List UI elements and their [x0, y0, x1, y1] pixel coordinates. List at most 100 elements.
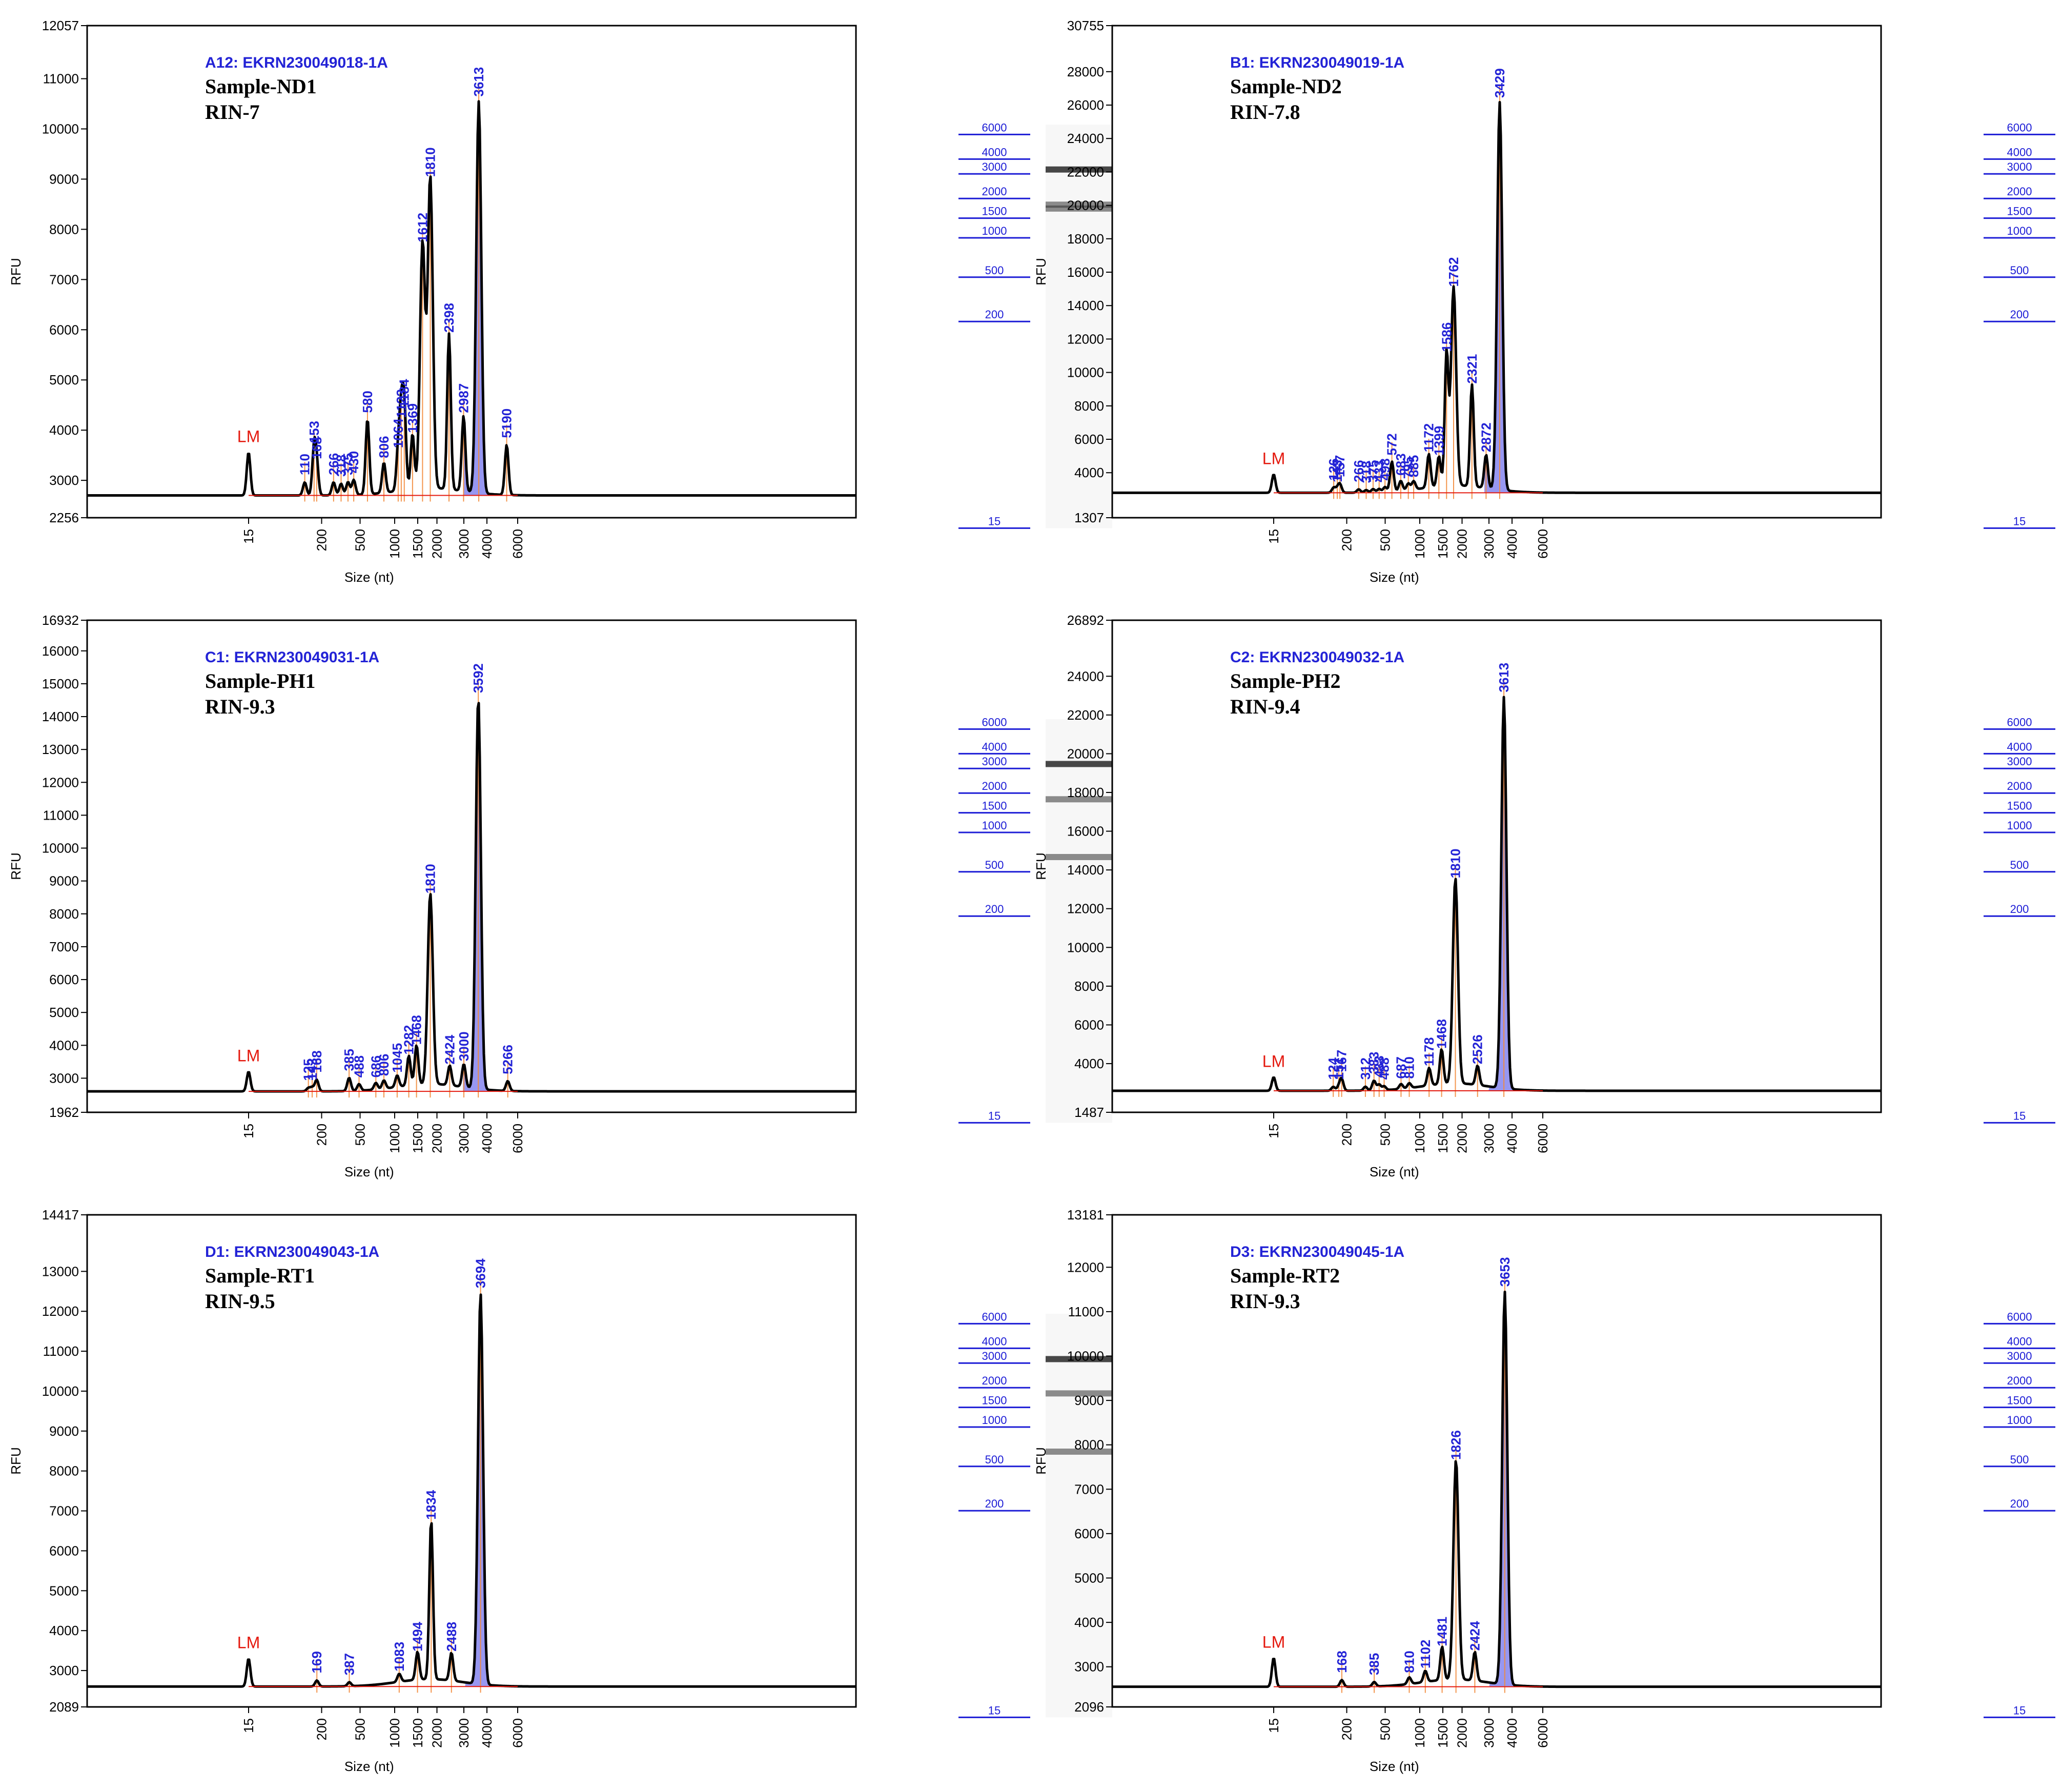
y-tick-label: 7000: [49, 1503, 79, 1519]
peak-label: 1064: [391, 418, 406, 448]
y-tick-label: 6000: [1074, 1017, 1104, 1032]
y-axis-label: RFU: [8, 258, 24, 285]
ladder-label: 4000: [2007, 740, 2032, 753]
y-tick-label: 2256: [49, 510, 79, 525]
ladder-label: 3000: [982, 1350, 1007, 1362]
peak-label: 810: [1401, 1056, 1417, 1078]
ladder-label: 200: [985, 1497, 1004, 1510]
x-tick-label: 6000: [1535, 1124, 1550, 1153]
ladder-label: 1500: [982, 800, 1007, 812]
peak-label: 2424: [442, 1034, 457, 1064]
ladder-label: 500: [985, 264, 1004, 277]
sample-name: Sample-ND1: [205, 75, 317, 98]
ladder-label: 15: [988, 515, 1001, 527]
x-tick-label: 4000: [1504, 1124, 1520, 1153]
y-axis-label: RFU: [8, 852, 24, 880]
x-tick-label: 4000: [1504, 529, 1520, 559]
well-id: D3: EKRN230049045-1A: [1230, 1244, 1404, 1260]
peak-label: 580: [360, 391, 375, 413]
y-tick-label: 26892: [1067, 613, 1104, 628]
ladder-label: 1500: [2007, 800, 2032, 812]
peak-label: 168: [1334, 1651, 1350, 1673]
sample-name: Sample-ND2: [1230, 75, 1342, 98]
y-tick-label: 7000: [1074, 1481, 1104, 1497]
ladder-label: 200: [2010, 903, 2029, 915]
peak-label: 168: [309, 1050, 324, 1072]
ladder-label: 1500: [982, 1394, 1007, 1407]
x-tick-label: 1000: [387, 529, 402, 559]
peak-label: 143: [1330, 460, 1345, 482]
y-tick-label: 12000: [42, 775, 79, 790]
rin-value: RIN-7.8: [1230, 100, 1300, 124]
x-tick-label: 3000: [456, 1718, 472, 1748]
ladder-label: 4000: [2007, 146, 2032, 158]
ladder-label: 6000: [982, 121, 1007, 134]
sample-name: Sample-RT2: [1230, 1264, 1340, 1287]
x-tick-label: 3000: [1481, 1718, 1497, 1748]
y-tick-label: 10000: [1067, 940, 1104, 955]
y-tick-label: 4000: [1074, 465, 1104, 480]
gel-band: [1046, 1390, 1112, 1397]
ladder-label: 15: [988, 1109, 1001, 1122]
peak-label: 3429: [1492, 68, 1507, 98]
y-tick-label: 28000: [1067, 64, 1104, 79]
peak-label: 498: [1377, 458, 1393, 480]
x-tick-label: 1500: [1435, 1718, 1451, 1748]
y-tick-label: 8000: [1074, 1437, 1104, 1453]
y-tick-label: 11000: [43, 807, 79, 823]
x-tick-label: 4000: [479, 1124, 495, 1153]
lm-marker-label: LM: [1262, 1633, 1285, 1651]
y-tick-label: 14000: [42, 709, 79, 724]
gel-band: [1046, 796, 1112, 803]
x-tick-label: 1500: [1435, 529, 1451, 559]
lm-marker-label: LM: [237, 1634, 260, 1652]
y-tick-label: 16000: [1067, 824, 1104, 839]
peak-label: 2424: [1467, 1621, 1482, 1651]
peak-label: 124: [1325, 1057, 1341, 1080]
lm-marker-label: LM: [237, 1047, 260, 1065]
ladder-label: 200: [985, 903, 1004, 915]
peak-label: 2987: [456, 383, 471, 413]
peak-label: 3613: [1496, 663, 1512, 693]
peak-label: 572: [1384, 433, 1400, 455]
peak-label: 125: [301, 1058, 316, 1081]
x-tick-label: 4000: [479, 529, 495, 559]
x-axis-label: Size (nt): [344, 1759, 394, 1774]
peak-label: 1399: [1431, 426, 1446, 456]
peak-label: 266: [1351, 460, 1366, 482]
ladder-label: 4000: [982, 1335, 1007, 1348]
peak-label: 433: [1372, 1055, 1387, 1077]
x-tick-label: 200: [1339, 1124, 1355, 1146]
peak-label: 375: [1365, 460, 1381, 482]
peak-label: 1810: [422, 864, 438, 893]
y-tick-label: 4000: [49, 1623, 79, 1638]
y-axis-label: RFU: [8, 1447, 24, 1474]
x-tick-label: 1000: [1412, 1718, 1427, 1748]
ladder-label: 6000: [982, 716, 1007, 728]
peak-label: 1045: [390, 1043, 405, 1073]
y-tick-label: 14000: [1067, 862, 1104, 878]
y-tick-label: 7000: [49, 939, 79, 954]
well-id: C1: EKRN230049031-1A: [205, 649, 379, 666]
y-tick-label: 6000: [49, 322, 79, 337]
y-tick-label: 6000: [1074, 1526, 1104, 1541]
gel-band: [1046, 854, 1112, 860]
peak-label: 806: [376, 436, 392, 458]
electropherogram-panel: 1487 4000 6000 8000 10000 12000 14000 16000 1800…: [1033, 613, 2055, 1179]
peak-label: 167: [1334, 1050, 1350, 1072]
ladder-label: 15: [988, 1704, 1001, 1717]
y-tick-label: 9000: [49, 171, 79, 187]
y-tick-label: 5000: [49, 1005, 79, 1020]
x-tick-label: 500: [353, 1124, 368, 1146]
x-tick-label: 15: [1266, 1718, 1281, 1733]
x-tick-label: 1000: [1412, 1124, 1427, 1153]
virtual-gel-lane: [1046, 719, 1112, 1123]
peak-label: 1834: [423, 1490, 439, 1519]
y-tick-label: 10000: [42, 1383, 79, 1399]
rin-value: RIN-9.3: [1230, 1290, 1300, 1313]
y-tick-label: 6000: [49, 972, 79, 987]
electropherogram-panel: 1962 3000 4000 5000 6000 7000 8000 9000 10000 110…: [8, 613, 1112, 1179]
peak-label: 143: [304, 1058, 320, 1080]
y-tick-label: 3000: [49, 1070, 79, 1086]
